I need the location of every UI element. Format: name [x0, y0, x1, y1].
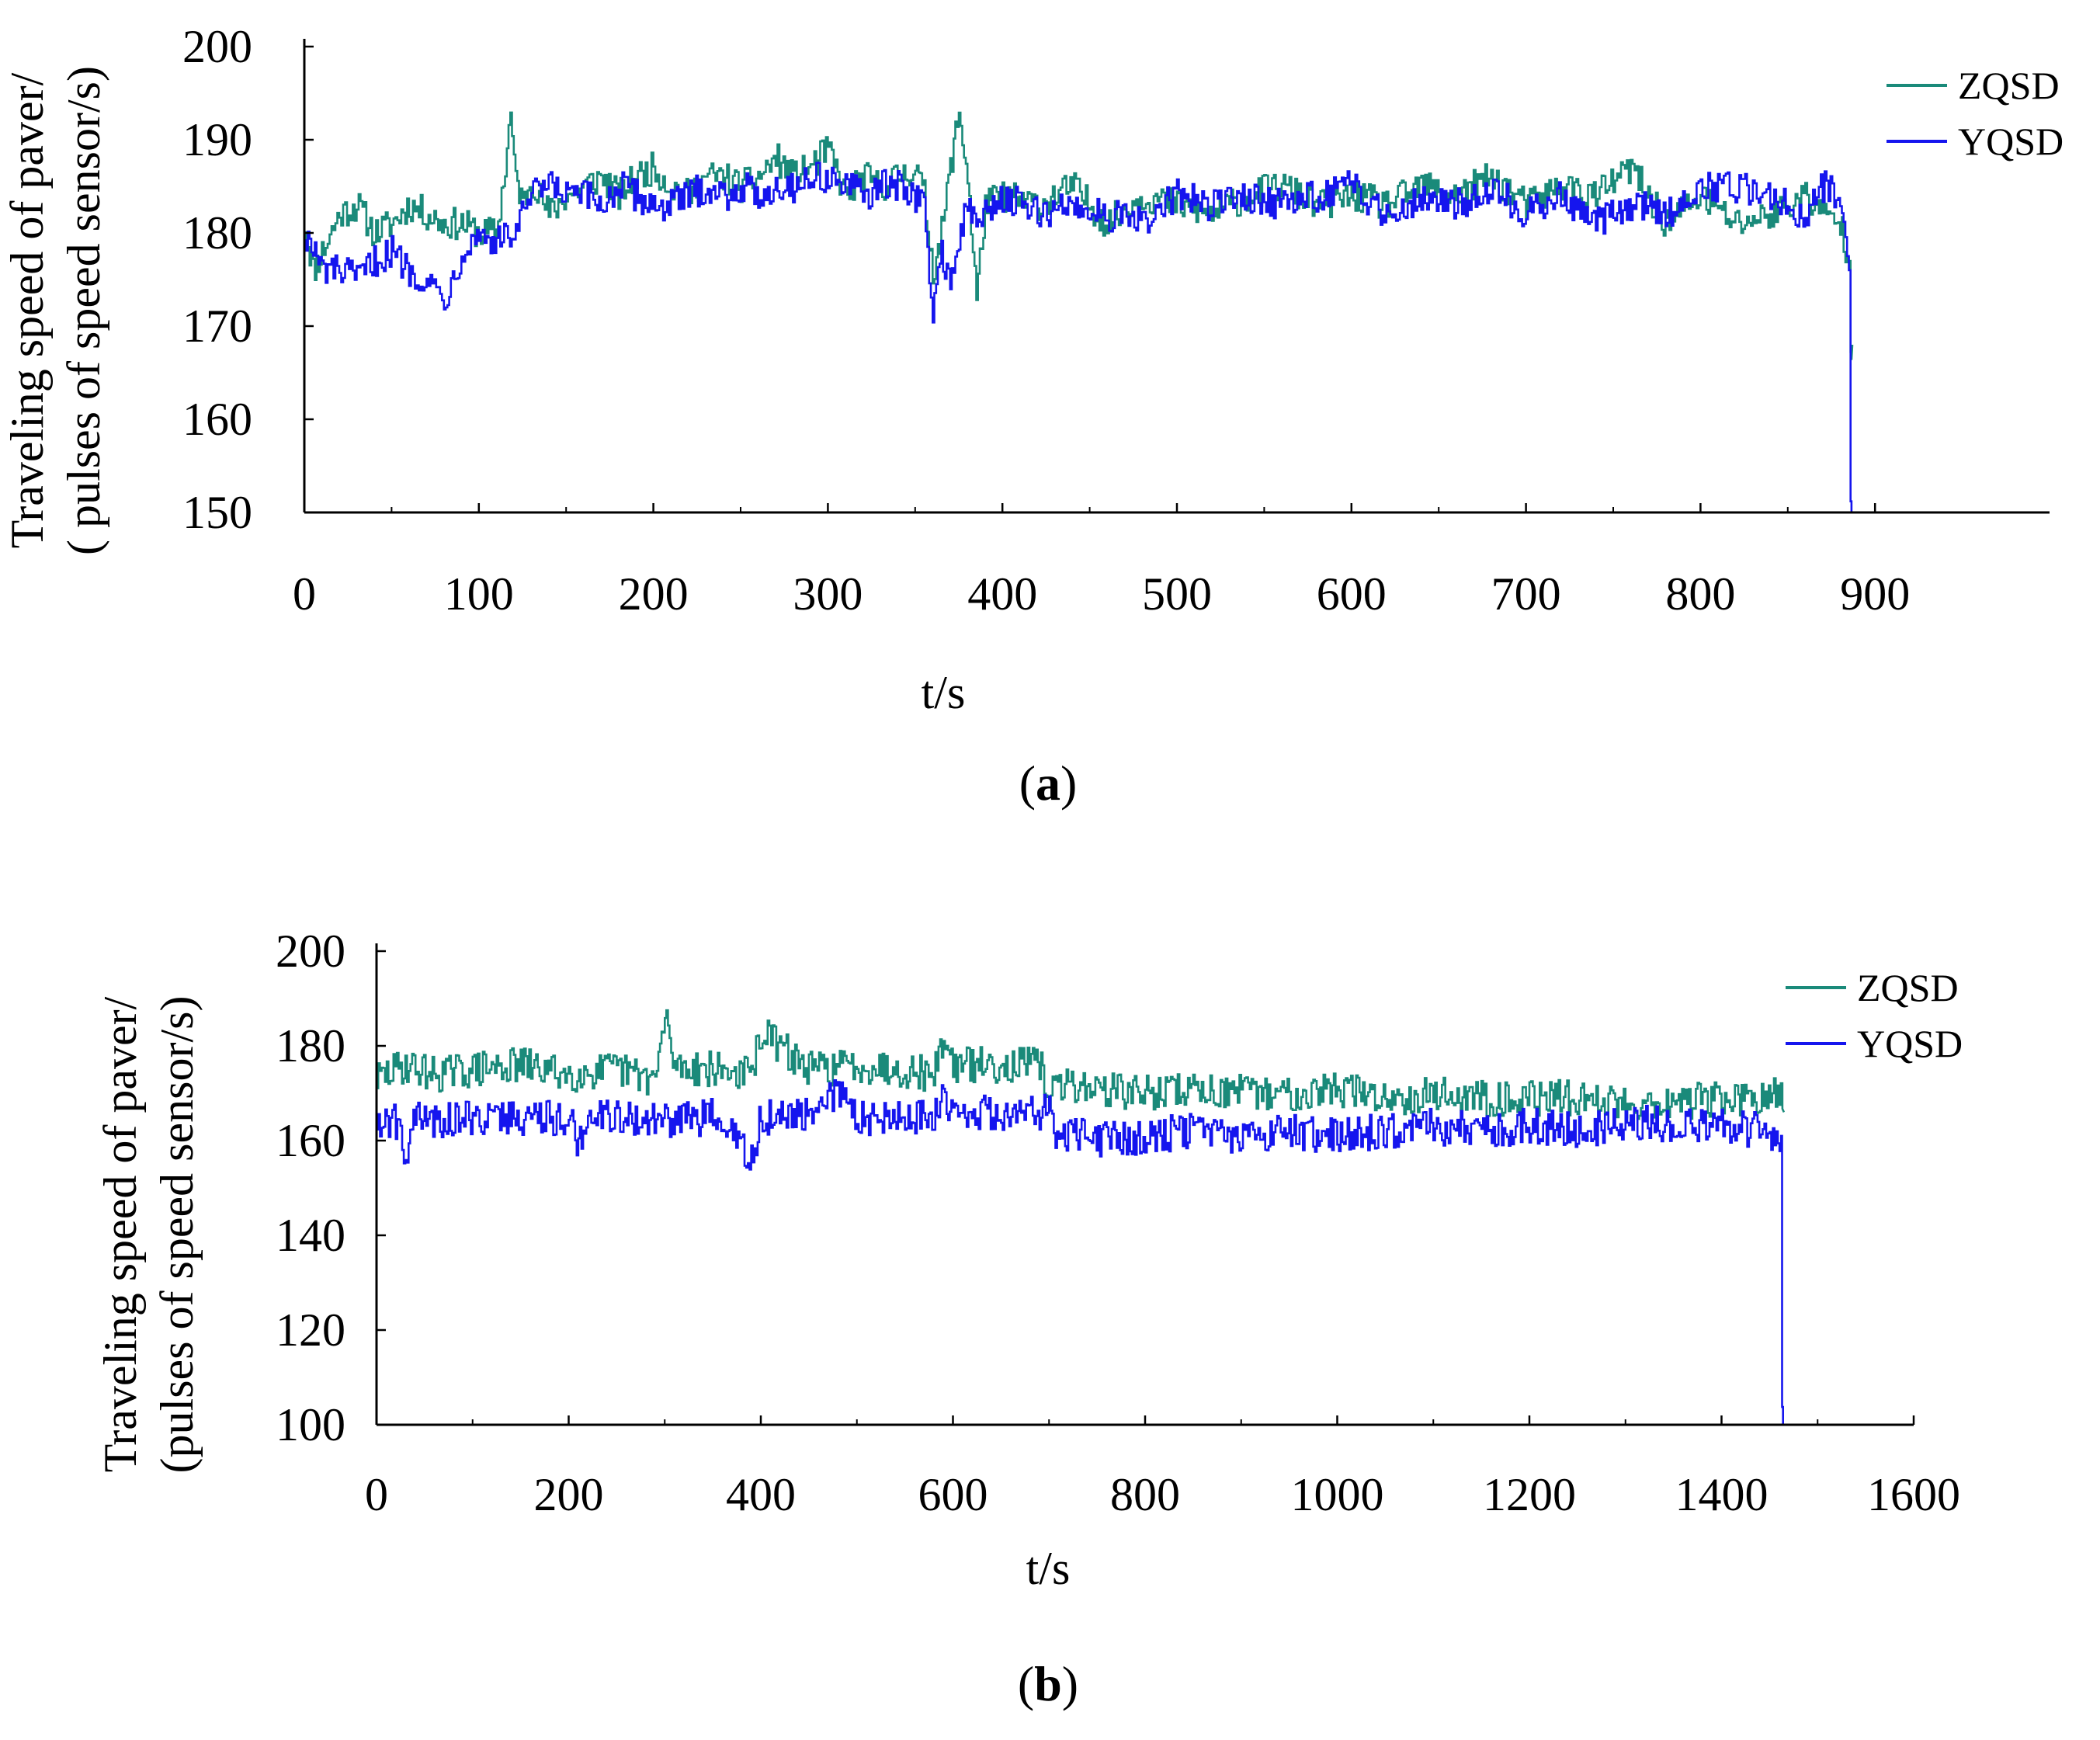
x-tick-label: 200 [534, 1469, 604, 1520]
x-tick-label: 1200 [1483, 1469, 1576, 1520]
x-tick-label: 800 [1110, 1469, 1180, 1520]
y-tick-label: 180 [276, 1020, 345, 1071]
y-tick-label: 120 [276, 1304, 345, 1356]
chart-panel-b: Traveling speed of paver/ (pulses of spe… [95, 926, 1963, 1711]
x-tick-label: 1400 [1675, 1469, 1769, 1520]
y-axis-label-line2-a: ( pulses of speed sensor/s) [58, 66, 109, 555]
y-tick-label: 160 [182, 394, 252, 445]
panel-label-a: (a) [1019, 755, 1078, 811]
x-tick-label: 300 [793, 568, 863, 620]
chart-panel-a: Traveling speed of paver/ ( pulses of sp… [2, 21, 2064, 811]
y-tick-label: 150 [182, 487, 252, 538]
y-tick-label: 200 [276, 926, 345, 977]
x-tick-label: 500 [1142, 568, 1212, 620]
y-tick-label: 100 [276, 1399, 345, 1450]
x-tick-label: 1000 [1291, 1469, 1384, 1520]
legend-label-yqsd: YQSD [1958, 120, 2064, 163]
y-axis-label-line1-b: Traveling speed of paver/ [95, 996, 146, 1472]
series-line-zqsd-b [377, 1009, 1786, 1120]
x-tick-label: 900 [1840, 568, 1910, 620]
series-line-yqsd-b [377, 1079, 1784, 1426]
y-tick-label: 140 [276, 1210, 345, 1261]
x-tick-label: 0 [365, 1469, 388, 1520]
legend-label-yqsd: YQSD [1857, 1022, 1963, 1065]
y-axis-label-line1-a: Traveling speed of paver/ [2, 72, 53, 548]
legend-label-zqsd: ZQSD [1958, 64, 2060, 107]
panel-label-b: (b) [1018, 1656, 1078, 1711]
x-tick-label: 400 [726, 1469, 796, 1520]
x-tick-label: 200 [619, 568, 689, 620]
y-tick-label: 180 [182, 207, 252, 259]
y-tick-label: 160 [276, 1115, 345, 1166]
series-line-yqsd-a [304, 161, 1853, 514]
x-tick-label: 100 [444, 568, 514, 620]
x-tick-label: 0 [293, 568, 316, 620]
x-tick-label: 1600 [1867, 1469, 1960, 1520]
x-axis-label-b: t/s [1026, 1543, 1071, 1594]
legend-label-zqsd: ZQSD [1857, 966, 1959, 1009]
y-tick-label: 200 [182, 21, 252, 72]
panel-letter-a: a [1036, 755, 1060, 811]
series-line-zqsd-a [304, 111, 1854, 360]
x-tick-label: 800 [1665, 568, 1735, 620]
panel-letter-b: b [1034, 1656, 1062, 1711]
x-tick-label: 600 [918, 1469, 988, 1520]
x-tick-label: 400 [967, 568, 1037, 620]
y-tick-label: 170 [182, 300, 252, 352]
x-tick-label: 700 [1491, 568, 1561, 620]
y-axis-label-line2-b: (pulses of speed sensor/s) [151, 996, 203, 1474]
x-axis-label-a: t/s [922, 667, 966, 718]
x-tick-label: 600 [1317, 568, 1387, 620]
y-tick-label: 190 [182, 114, 252, 165]
